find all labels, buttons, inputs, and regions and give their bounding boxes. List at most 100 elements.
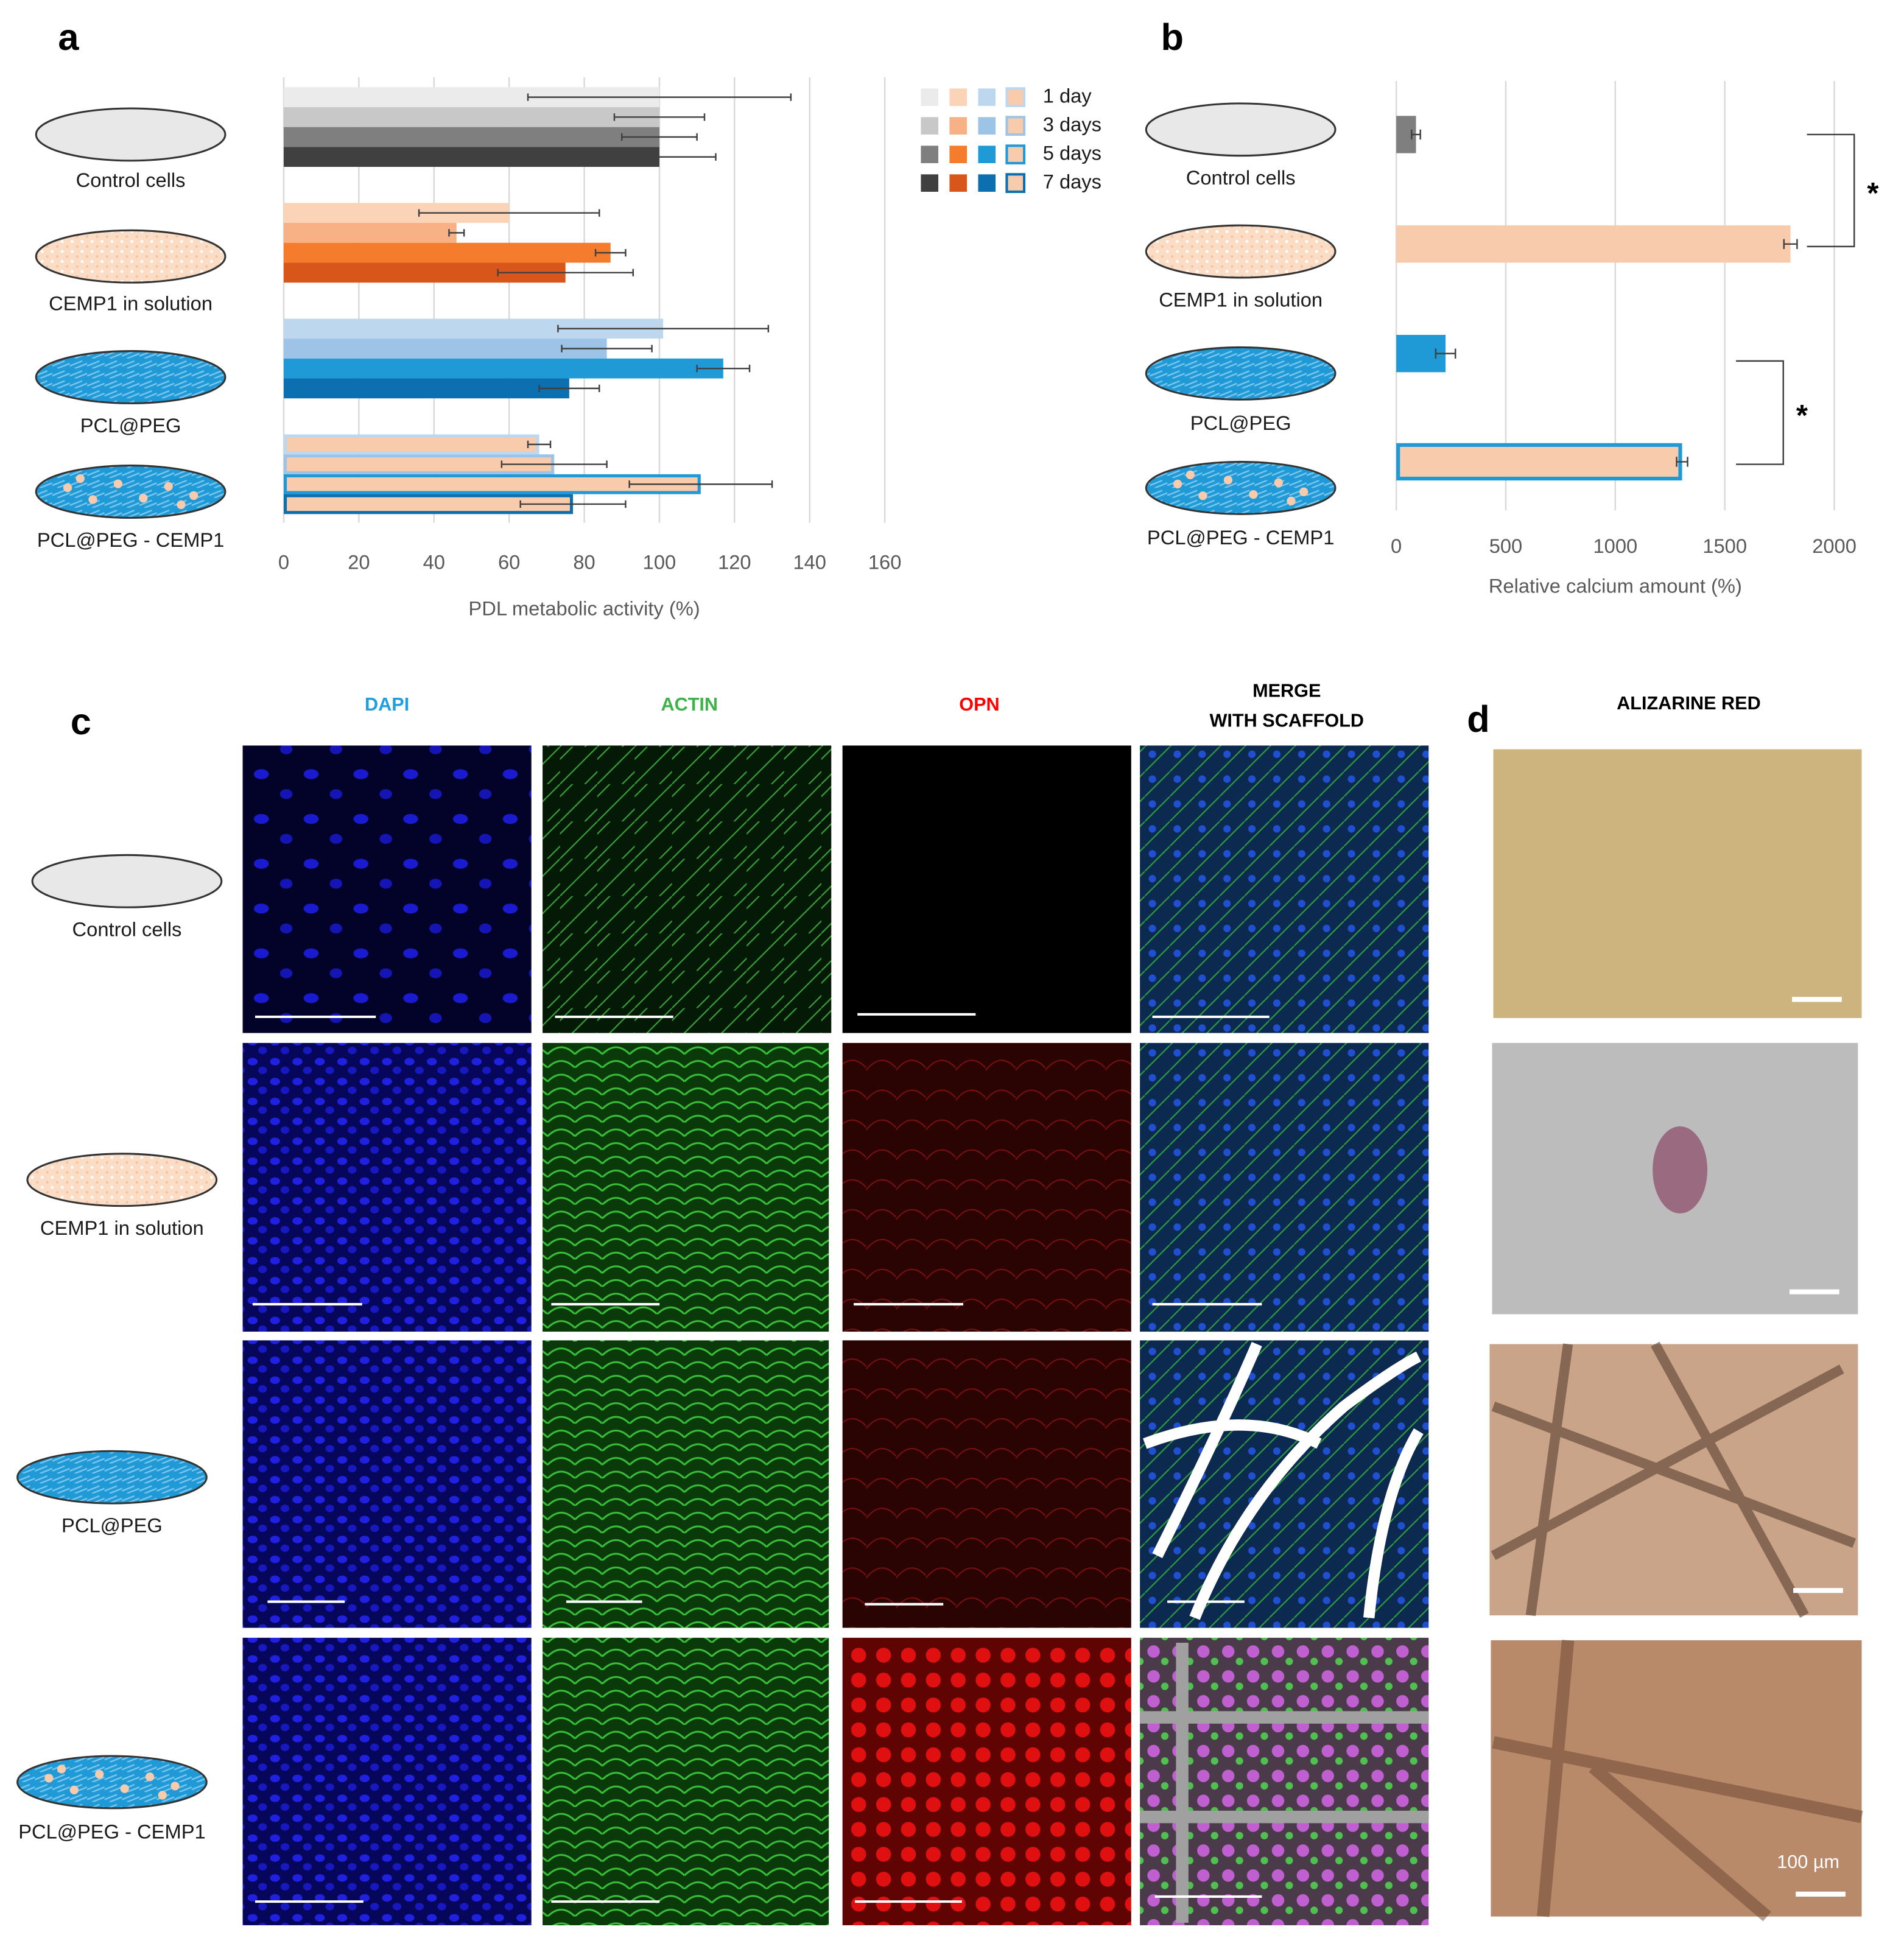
error-bar	[696, 365, 751, 373]
icon-dot	[113, 479, 123, 488]
x-tick-label: 0	[1391, 535, 1402, 557]
x-tick-label: 160	[868, 551, 902, 574]
significance-label: *	[1867, 177, 1879, 210]
icon-dot	[139, 494, 148, 503]
bar	[283, 147, 659, 167]
image-tile	[543, 1042, 829, 1332]
sample-icon	[16, 1755, 208, 1810]
bar	[283, 107, 659, 127]
image-tile	[242, 1042, 532, 1332]
category-label: PCL@PEG	[80, 414, 181, 437]
x-tick-label: 100	[643, 551, 676, 574]
icon-dot	[170, 1782, 180, 1791]
sample-icon	[31, 854, 223, 908]
legend-swatch	[978, 117, 996, 135]
sample-icon	[1145, 102, 1337, 157]
bar	[283, 494, 574, 514]
error-bar	[561, 345, 653, 353]
error-bar	[497, 269, 634, 276]
column-header: OPN	[959, 694, 999, 715]
icon-dot	[1186, 470, 1195, 480]
icon-dot	[44, 1774, 54, 1783]
column-header: ALIZARINE RED	[1617, 693, 1761, 714]
x-tick-label: 40	[423, 551, 445, 574]
image-tile	[842, 1637, 1131, 1925]
category-label: PCL@PEG	[1190, 412, 1291, 434]
icon-dot	[189, 491, 198, 500]
sample-icon	[1145, 346, 1337, 401]
microscopy-grid	[242, 745, 1429, 1925]
legend-swatch	[949, 174, 968, 192]
column-header: ACTIN	[661, 694, 718, 715]
significance-bracket	[1736, 360, 1784, 465]
sample-icon	[1145, 460, 1337, 515]
icon-dot	[95, 1769, 104, 1779]
sample-icon	[1145, 224, 1337, 279]
icon-dot	[1249, 490, 1258, 499]
row-label: PCL@PEG	[61, 1514, 163, 1537]
column-header: MERGE	[1252, 681, 1321, 701]
image-tile	[1140, 745, 1429, 1033]
image-tile	[1140, 1042, 1429, 1332]
category-label: Control cells	[1186, 166, 1296, 189]
bar	[1396, 225, 1791, 263]
image-tile	[842, 745, 1131, 1033]
x-tick-label: 1500	[1702, 535, 1747, 557]
bar	[283, 339, 607, 359]
bar	[283, 358, 723, 379]
x-axis-label: PDL metabolic activity (%)	[468, 597, 700, 619]
image-tile	[842, 1340, 1131, 1628]
panel-label: d	[1467, 698, 1489, 740]
x-tick-label: 1000	[1593, 535, 1637, 557]
row-label: Control cells	[72, 918, 182, 941]
sample-icon	[35, 107, 227, 162]
panel-label: a	[58, 16, 79, 58]
icon-dot	[1274, 478, 1283, 487]
column-header: WITH SCAFFOLD	[1209, 711, 1364, 731]
sample-icon	[35, 229, 227, 284]
icon-dot	[1299, 487, 1309, 496]
category-label: Control cells	[76, 169, 186, 191]
legend-swatch	[1005, 173, 1026, 193]
icon-dot	[1287, 496, 1296, 505]
legend-swatch	[1005, 116, 1026, 136]
scale-bars	[1789, 997, 1846, 1897]
x-tick-label: 140	[793, 551, 826, 574]
error-bar	[602, 153, 717, 161]
legend-swatch	[921, 174, 939, 192]
error-bar	[613, 113, 706, 121]
icon-dot	[164, 482, 173, 491]
error-bar	[628, 480, 773, 488]
sample-icon	[35, 465, 227, 519]
stain	[1653, 1126, 1708, 1213]
scaffold-fibers	[1140, 1643, 1429, 1923]
image-tile	[242, 1637, 532, 1925]
legend-swatch	[949, 146, 968, 163]
x-tick-label: 80	[573, 551, 595, 574]
image-tile	[543, 1637, 829, 1925]
legend-swatch	[949, 88, 968, 106]
category-label: CEMP1 in solution	[49, 292, 213, 315]
error-bar	[621, 133, 698, 141]
image-tile	[543, 1340, 829, 1628]
icon-dot	[158, 1791, 167, 1800]
x-tick-label: 20	[348, 551, 370, 574]
error-bar	[519, 500, 627, 508]
error-bar	[448, 229, 465, 237]
x-tick-label: 60	[498, 551, 520, 574]
error-bar	[1783, 239, 1798, 249]
panel-label: b	[1161, 16, 1184, 58]
bar	[283, 434, 539, 455]
category-label: PCL@PEG - CEMP1	[37, 529, 224, 551]
legend-label: 3 days	[1043, 113, 1101, 135]
x-tick-label: 2000	[1812, 535, 1857, 557]
legend-swatch	[921, 88, 939, 106]
icon-dot	[145, 1772, 155, 1782]
legend-swatch	[1005, 87, 1026, 107]
error-bar	[418, 209, 600, 217]
icon-dot	[69, 1785, 79, 1794]
sample-icon	[35, 350, 227, 404]
legend-label: 7 days	[1043, 170, 1101, 192]
category-label: PCL@PEG - CEMP1	[1147, 526, 1334, 549]
